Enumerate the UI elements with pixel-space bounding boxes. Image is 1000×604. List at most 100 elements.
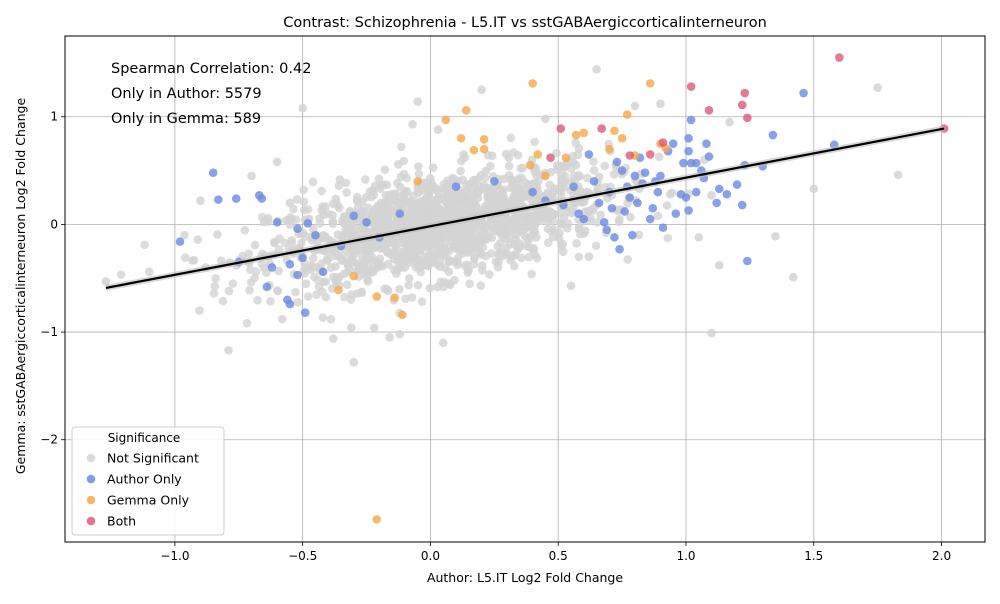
- both-point: [645, 150, 655, 159]
- author-only-point: [602, 225, 612, 235]
- gemma-only-point: [479, 144, 489, 154]
- not-significant-point: [425, 283, 435, 293]
- legend: Significance Not Significant Author Only Ge…: [71, 426, 225, 536]
- author-only-point: [490, 177, 499, 186]
- not-significant-point: [240, 225, 250, 235]
- not-significant-point: [552, 148, 561, 158]
- not-significant-point: [557, 170, 566, 180]
- gemma-only-point: [605, 144, 614, 154]
- not-significant-point: [557, 187, 566, 196]
- not-significant-point: [566, 281, 576, 291]
- x-tick-label: 1.0: [676, 549, 695, 563]
- not-significant-point: [291, 287, 300, 297]
- not-significant-point: [444, 257, 454, 267]
- not-significant-point: [393, 160, 403, 169]
- not-significant-point: [285, 198, 295, 208]
- author-only-point: [607, 203, 617, 213]
- not-significant-point: [352, 196, 362, 205]
- author-only-point: [681, 193, 691, 202]
- not-significant-point: [453, 253, 463, 263]
- not-significant-point: [447, 229, 457, 239]
- not-significant-point: [245, 285, 254, 295]
- not-significant-point: [414, 188, 423, 197]
- not-significant-point: [497, 215, 507, 224]
- author-only-point: [633, 198, 642, 208]
- not-significant-point: [789, 272, 798, 282]
- not-significant-point: [210, 281, 220, 291]
- not-significant-point: [303, 292, 313, 301]
- legend-label: Author Only: [107, 472, 182, 487]
- not-significant-point: [395, 284, 404, 294]
- author-only-point: [640, 168, 650, 178]
- not-significant-point: [209, 289, 219, 298]
- not-significant-point: [591, 241, 601, 251]
- author-only-point: [272, 217, 282, 227]
- not-significant-point: [481, 166, 491, 176]
- legend-marker: [86, 474, 96, 484]
- not-significant-point: [725, 117, 734, 127]
- not-significant-point: [244, 249, 254, 259]
- not-significant-point: [195, 306, 204, 315]
- not-significant-point: [609, 170, 619, 179]
- not-significant-point: [435, 257, 445, 267]
- author-only-point: [569, 182, 578, 192]
- not-significant-point: [253, 296, 262, 305]
- author-only-point: [679, 158, 688, 168]
- not-significant-point: [193, 235, 203, 244]
- not-significant-point: [479, 181, 489, 190]
- not-significant-point: [329, 334, 338, 343]
- gemma-only-point: [541, 171, 550, 181]
- not-significant-point: [481, 251, 491, 261]
- not-significant-point: [614, 217, 624, 227]
- both-point: [625, 151, 635, 160]
- not-significant-point: [809, 184, 819, 194]
- not-significant-point: [474, 173, 484, 183]
- not-significant-point: [323, 256, 332, 265]
- not-significant-point: [257, 259, 267, 269]
- author-only-point: [658, 223, 668, 232]
- not-significant-point: [250, 240, 260, 250]
- not-significant-point: [584, 252, 594, 262]
- x-tick-label: −0.5: [288, 549, 317, 563]
- not-significant-point: [277, 314, 287, 324]
- not-significant-point: [415, 214, 425, 223]
- author-only-point: [691, 187, 701, 197]
- author-only-point: [584, 150, 594, 159]
- not-significant-point: [404, 280, 413, 290]
- not-significant-point: [145, 267, 154, 277]
- both-point: [658, 138, 668, 147]
- not-significant-point: [506, 133, 516, 143]
- not-significant-point: [228, 279, 238, 288]
- not-significant-point: [101, 277, 111, 286]
- x-tick-label: 0.0: [421, 549, 440, 563]
- not-significant-point: [541, 208, 551, 218]
- not-significant-point: [211, 274, 220, 283]
- author-only-point: [799, 88, 808, 98]
- not-significant-point: [242, 318, 252, 328]
- author-only-point: [714, 184, 724, 194]
- not-significant-point: [427, 240, 437, 249]
- not-significant-point: [507, 175, 517, 185]
- not-significant-point: [485, 219, 495, 229]
- not-significant-point: [404, 273, 414, 283]
- author-only-point: [684, 133, 693, 143]
- both-point: [737, 100, 747, 110]
- author-only-point: [615, 244, 624, 254]
- not-significant-point: [665, 189, 675, 199]
- not-significant-point: [495, 249, 505, 258]
- not-significant-point: [348, 254, 357, 264]
- stat-annotation: Only in Author: 5579: [111, 86, 262, 102]
- author-only-point: [645, 214, 655, 224]
- not-significant-point: [464, 195, 474, 205]
- gemma-only-point: [622, 110, 632, 119]
- not-significant-point: [433, 125, 443, 134]
- not-significant-point: [272, 157, 282, 167]
- gemma-only-point: [456, 133, 466, 143]
- gemma-only-point: [390, 293, 399, 302]
- not-significant-point: [435, 205, 445, 214]
- author-only-point: [362, 217, 371, 227]
- not-significant-point: [413, 97, 422, 106]
- not-significant-point: [524, 252, 534, 262]
- not-significant-point: [364, 203, 373, 213]
- not-significant-point: [287, 235, 297, 245]
